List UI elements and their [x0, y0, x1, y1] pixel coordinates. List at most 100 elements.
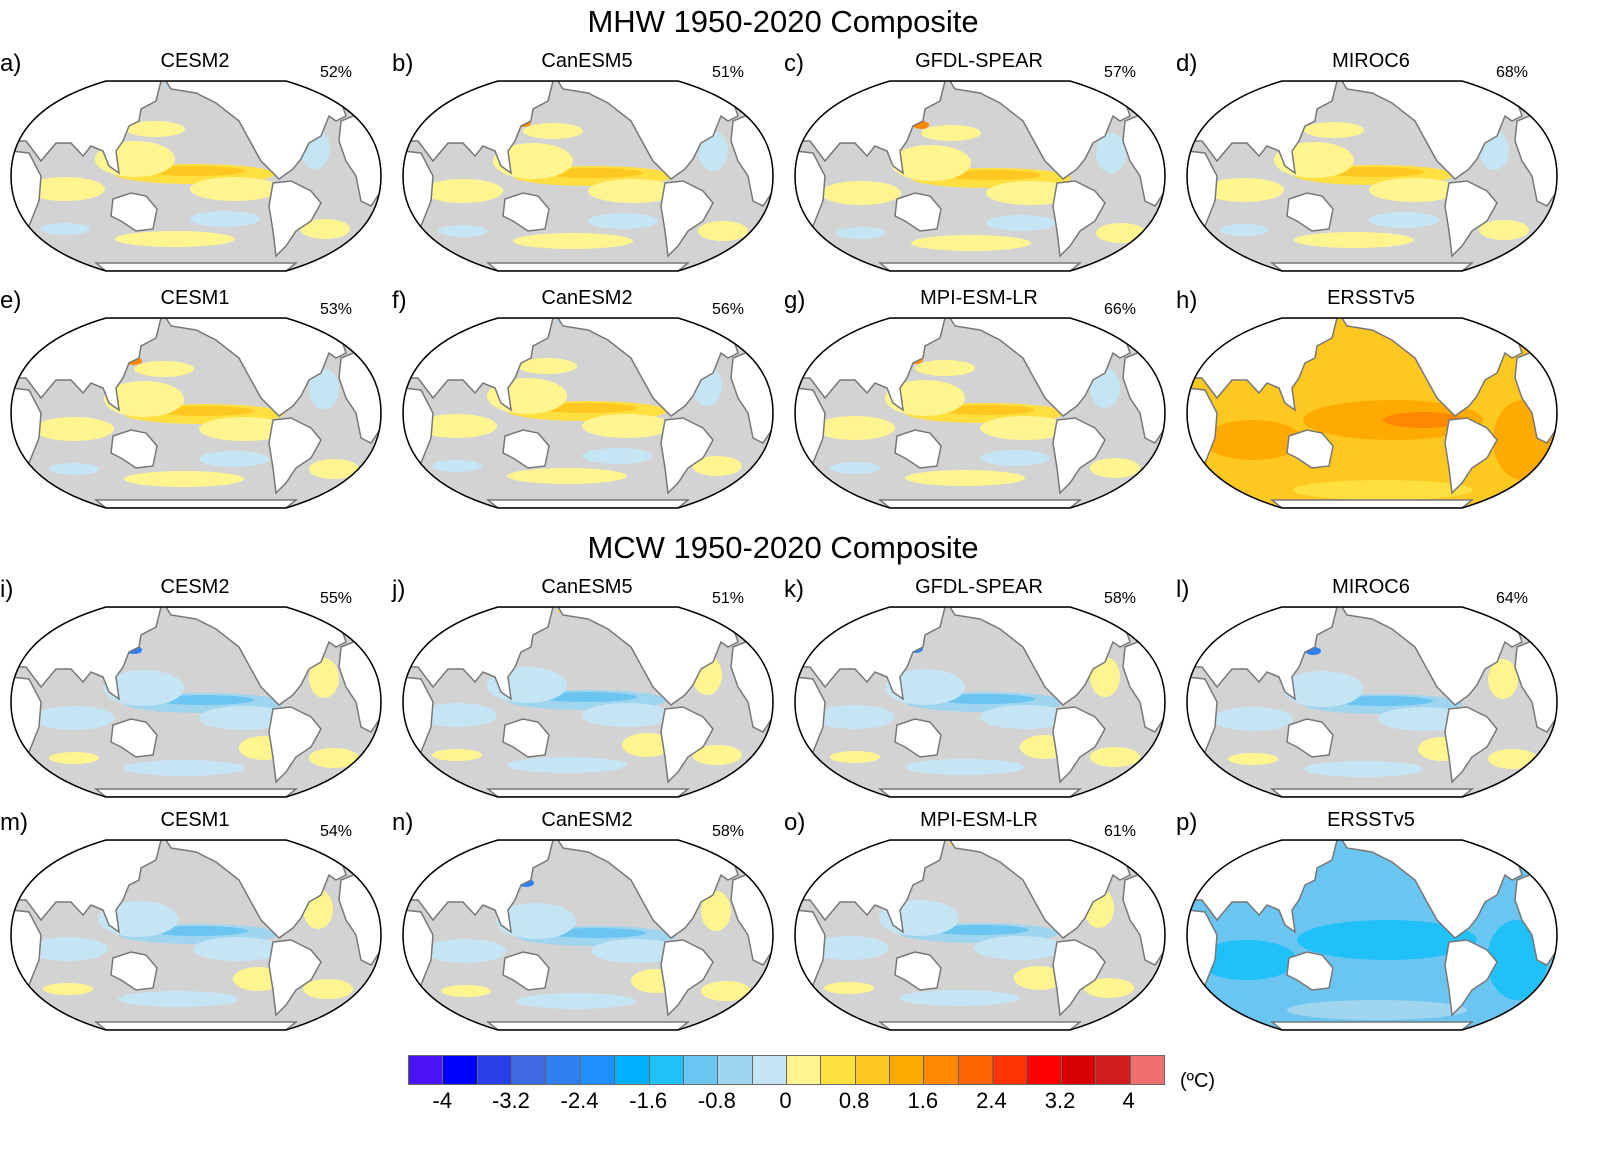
- anomaly-patch: [118, 991, 238, 1007]
- colorbar-swatch: [477, 1056, 513, 1084]
- landmass: [502, 192, 550, 232]
- anomaly-patch: [417, 703, 497, 727]
- anomaly-patch: [1303, 761, 1423, 777]
- map-panel-gfdl-spear: c) GFDL-SPEAR 57%: [784, 50, 1166, 286]
- anomaly-patch: [199, 417, 289, 441]
- anomaly-patch: [441, 985, 491, 997]
- panel-percent: 61%: [1104, 823, 1137, 840]
- anomaly-patch: [911, 235, 1031, 251]
- panel-percent: 57%: [1104, 64, 1137, 81]
- colorbar-tick-label: -0.8: [697, 1088, 736, 1113]
- landmass: [485, 1021, 691, 1030]
- anomaly-patch: [830, 751, 880, 763]
- anomaly-patch: [905, 470, 1025, 486]
- colorbar-swatch: [409, 1056, 444, 1084]
- map-panel-canesm5: j) CanESM5 51%: [392, 576, 774, 812]
- landmass: [93, 788, 299, 797]
- landmass: [894, 951, 942, 991]
- colorbar-swatch: [924, 1056, 959, 1084]
- colorbar-tick-label: -1.6: [629, 1088, 668, 1113]
- map-panel-mpi-esm-lr: g) MPI-ESM-LR 66%: [784, 287, 1166, 523]
- panel-percent: 58%: [712, 823, 745, 840]
- landmass: [110, 192, 158, 232]
- anomaly-patch: [523, 123, 583, 139]
- anomaly-patch: [1369, 178, 1459, 202]
- map-panel-cesm1: m) CESM1 54%: [0, 809, 382, 1045]
- anomaly-patch: [104, 670, 184, 706]
- world-map: [402, 80, 774, 272]
- anomaly-patch: [125, 121, 185, 137]
- map-border: [402, 317, 774, 509]
- anomaly-patch: [582, 414, 672, 438]
- map-border: [1186, 80, 1558, 272]
- anomaly-patch: [980, 416, 1070, 440]
- anomaly-patch: [423, 179, 503, 203]
- anomaly-patch: [815, 705, 895, 729]
- anomaly-patch: [698, 221, 748, 241]
- colorbar-tick-label: 4: [1122, 1088, 1135, 1113]
- panel-model-title: MPI-ESM-LR: [920, 287, 1038, 309]
- landmass: [660, 180, 714, 258]
- landmass: [877, 1021, 1083, 1030]
- panel-model-title: CESM2: [160, 50, 230, 72]
- panel-percent: 52%: [320, 64, 353, 81]
- anomaly-patch: [980, 705, 1070, 729]
- anomaly-patch: [507, 757, 627, 773]
- anomaly-patch: [935, 694, 1035, 704]
- colorbar-swatch: [752, 1056, 787, 1084]
- map-panel-ersstv5: p) ERSSTv5: [1176, 809, 1558, 1045]
- panel-model-title: CESM1: [160, 809, 230, 831]
- anomaly-patch: [885, 669, 965, 705]
- world-map: [1186, 317, 1558, 509]
- colorbar-swatch: [1096, 1056, 1131, 1084]
- anomaly-patch: [935, 405, 1035, 415]
- anomaly-patch: [148, 926, 248, 936]
- map-border: [10, 839, 382, 1031]
- anomaly-patch: [836, 227, 886, 239]
- map-border: [794, 606, 1166, 798]
- colorbar-swatch: [890, 1056, 925, 1084]
- panel-label: n): [392, 809, 414, 836]
- anomaly-patch: [1304, 122, 1364, 138]
- landmass: [1286, 718, 1334, 758]
- landmass: [1286, 951, 1334, 991]
- mhw-section-title: MHW 1950-2020 Composite: [587, 4, 979, 39]
- map-panel-canesm2: f) CanESM2 56%: [392, 287, 774, 523]
- panel-percent: 68%: [1496, 64, 1529, 81]
- panel-model-title: GFDL-SPEAR: [915, 576, 1043, 598]
- anomaly-patch: [507, 468, 627, 484]
- world-map: [10, 80, 382, 272]
- landmass: [110, 718, 158, 758]
- landmass: [1286, 192, 1334, 232]
- anomaly-patch: [124, 760, 244, 776]
- anomaly-patch: [34, 706, 114, 730]
- anomaly-patch: [980, 450, 1050, 466]
- anomaly-patch: [432, 749, 482, 761]
- landmass: [1444, 180, 1498, 258]
- colorbar-swatch: [718, 1056, 753, 1084]
- anomaly-patch: [309, 658, 339, 698]
- colorbar-tick-label: -4: [432, 1088, 453, 1113]
- panel-percent: 55%: [320, 590, 353, 607]
- landmass: [268, 180, 322, 258]
- anomaly-patch: [1228, 753, 1278, 765]
- anomaly-patch: [104, 381, 184, 417]
- map-border: [402, 606, 774, 798]
- panel-model-title: MPI-ESM-LR: [920, 809, 1038, 831]
- map-border: [1186, 606, 1558, 798]
- anomaly-patch: [582, 703, 672, 727]
- anomaly-patch: [1084, 978, 1134, 998]
- landmass: [110, 429, 158, 469]
- anomaly-patch: [885, 380, 965, 416]
- landmass: [660, 417, 714, 495]
- colorbar-tick-label: -2.4: [560, 1088, 599, 1113]
- anomaly-patch: [1293, 480, 1473, 500]
- anomaly-patch: [546, 928, 646, 938]
- anomaly-patch: [591, 939, 681, 963]
- anomaly-patch: [1219, 224, 1269, 236]
- anomaly-patch: [809, 936, 889, 960]
- anomaly-patch: [28, 937, 108, 961]
- anomaly-patch: [1090, 747, 1140, 767]
- panel-label: m): [0, 809, 28, 836]
- panel-percent: 58%: [1104, 590, 1137, 607]
